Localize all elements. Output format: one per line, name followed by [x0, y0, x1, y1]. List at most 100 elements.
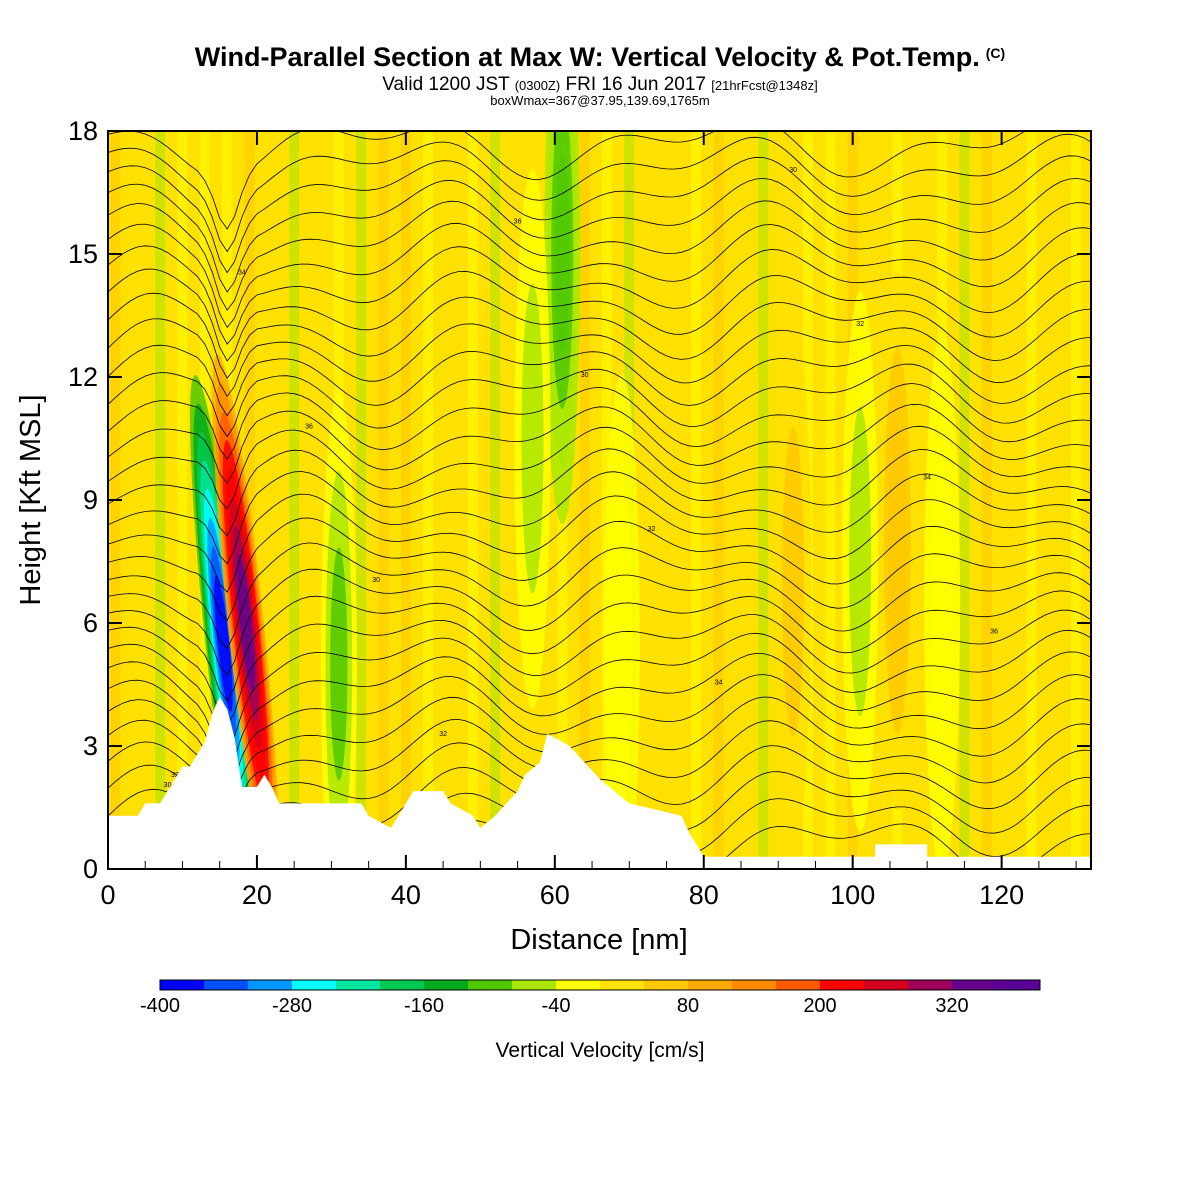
velocity-field [108, 131, 1091, 869]
x-axis-title: Distance [nm] [510, 924, 687, 956]
x-tick-label: 40 [391, 880, 421, 910]
colorbar: -400 -280 -160 -40 80 200 320 [140, 979, 1041, 1017]
theta-contour [108, 155, 1091, 274]
theta-contour [108, 590, 1091, 702]
w-feature [782, 427, 805, 737]
field-column [914, 131, 925, 869]
x-tick-label: 100 [830, 880, 875, 910]
colorbar-tick-label: -280 [272, 995, 312, 1017]
valid-utc: (0300Z) [514, 78, 561, 93]
colorbar-swatch [336, 980, 381, 990]
forecast-info: [21hrFcst@1348z] [711, 78, 818, 93]
field-column [423, 131, 434, 869]
colorbar-title: Vertical Velocity [cm/s] [496, 1039, 705, 1062]
theta-contour-label: 30 [372, 577, 380, 584]
colorbar-tick-label: 320 [935, 995, 968, 1017]
w-feature [888, 424, 907, 658]
theta-contour [108, 245, 1091, 345]
y-tick-label: 9 [83, 485, 98, 515]
field-column [378, 131, 389, 869]
colorbar-swatch [776, 980, 821, 990]
colorbar-frame [159, 979, 1041, 991]
colorbar-swatch [160, 980, 205, 990]
theta-contour-label: 36 [305, 423, 313, 430]
theta-contour [108, 651, 1091, 770]
field-column [467, 131, 478, 869]
w-feature [931, 447, 954, 758]
colorbar-tick-label: -40 [542, 995, 571, 1017]
theta-contour-label: 30 [789, 167, 797, 174]
theta-contour [108, 131, 1026, 230]
chart-subtitle: Valid 1200 JST (0300Z) FRI 16 Jun 2017 [… [0, 74, 1200, 96]
y-tick-label: 15 [68, 239, 98, 269]
colorbar-swatch [556, 980, 601, 990]
chart-title-mark: (C) [985, 45, 1006, 61]
field-column [177, 131, 188, 869]
w-feature [330, 547, 348, 781]
theta-contour [108, 268, 1091, 362]
x-tick-label: 80 [689, 880, 719, 910]
colorbar-tick-label: 200 [803, 995, 836, 1017]
colorbar-swatch [688, 980, 733, 990]
theta-contour-label: 34 [923, 475, 931, 482]
colorbar-tick-label: 80 [677, 995, 699, 1017]
w-feature [610, 488, 633, 799]
theta-contour-label: 32 [648, 526, 656, 533]
theta-contour [108, 403, 1091, 484]
colorbar-tick-label: -160 [404, 995, 444, 1017]
y-tick-label: 6 [83, 608, 98, 638]
theta-contour-label: 34 [238, 270, 246, 277]
theta-contour [108, 718, 1091, 825]
field-column [244, 131, 255, 869]
theta-contour-label: 34 [715, 680, 723, 687]
colorbar-swatch [248, 980, 293, 990]
x-tick-label: 120 [979, 880, 1024, 910]
field-column [579, 131, 590, 869]
theta-contour [108, 425, 1091, 510]
theta-contour-label: 36 [990, 628, 998, 635]
field-column [825, 131, 836, 869]
w-feature [521, 283, 544, 594]
field-column [289, 131, 300, 869]
colorbar-swatch [908, 980, 953, 990]
field-column [132, 131, 143, 869]
field-column [758, 131, 769, 869]
theta-contour [108, 344, 1091, 417]
y-axis-title: Height [Kft MSL] [15, 394, 47, 605]
field-column [1026, 131, 1037, 869]
theta-contour-label: 32 [171, 772, 179, 779]
field-column [1048, 131, 1059, 869]
theta-contour [108, 318, 1091, 398]
theta-contour [108, 363, 1091, 438]
colorbar-swatch [600, 980, 645, 990]
theta-contour-label: 32 [856, 321, 864, 328]
field-column [311, 131, 322, 869]
field-column [959, 131, 970, 869]
theta-contour-label: 32 [439, 731, 447, 738]
theta-contour-label: 36 [514, 218, 522, 225]
w-feature [849, 406, 872, 717]
colorbar-swatch [380, 980, 425, 990]
colorbar-swatch [996, 980, 1041, 990]
field-column [1071, 131, 1082, 869]
theta-contour [108, 568, 1091, 676]
theta-contour [108, 674, 1091, 789]
field-column [713, 131, 724, 869]
x-tick-label: 20 [242, 880, 272, 910]
theta-contour-label: 30 [581, 372, 589, 379]
theta-contour [108, 517, 1091, 622]
box-info: boxWmax=367@37.95,139.69,1765m [490, 93, 710, 108]
theta-contour-label: 30 [164, 782, 172, 789]
colorbar-swatch [864, 980, 909, 990]
field-column [646, 131, 657, 869]
field-column [155, 131, 166, 869]
field-column [981, 131, 992, 869]
colorbar-swatch [820, 980, 865, 990]
theta-contour [108, 200, 1091, 311]
theta-contour [108, 292, 1091, 379]
x-tick-label: 0 [100, 880, 115, 910]
chart-title-text: Wind-Parallel Section at Max W: Vertical… [194, 42, 980, 72]
colorbar-swatch [512, 980, 557, 990]
